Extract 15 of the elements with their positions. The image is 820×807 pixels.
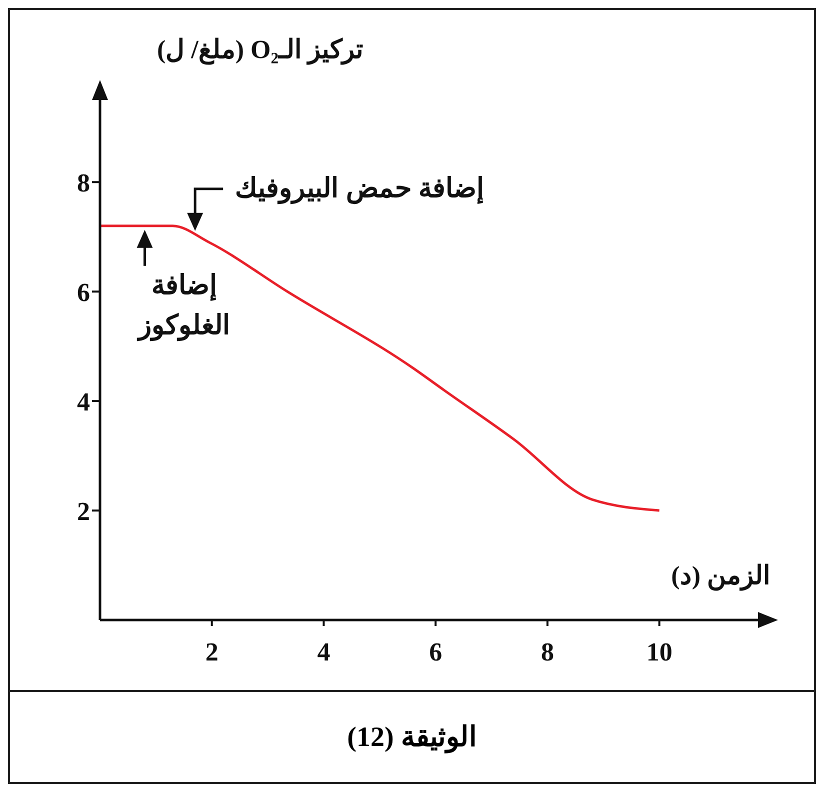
y-axis-title: تركيز الـO₂ (ملغ/ ل) [156, 35, 364, 65]
x-axis-title: الزمن (د) [671, 561, 770, 591]
y-tick-label: 2 [77, 496, 90, 526]
x-tick-label: 2 [205, 637, 218, 666]
line-series [100, 224, 661, 512]
text: الوثيقة (12) [10, 690, 814, 782]
x-tick-label: 4 [317, 637, 330, 666]
x-tick-label: 6 [429, 637, 442, 666]
y-tick-label: 6 [77, 278, 90, 307]
y-tick-label: 8 [77, 168, 90, 198]
x-tick-label: 8 [540, 637, 554, 666]
y-tick-label: 4 [77, 387, 90, 416]
x-tick-label: 10 [646, 637, 672, 666]
annotation: إضافة الغلوكوز [136, 270, 231, 342]
annotation: إضافة حمض البيروفيك [235, 172, 485, 205]
